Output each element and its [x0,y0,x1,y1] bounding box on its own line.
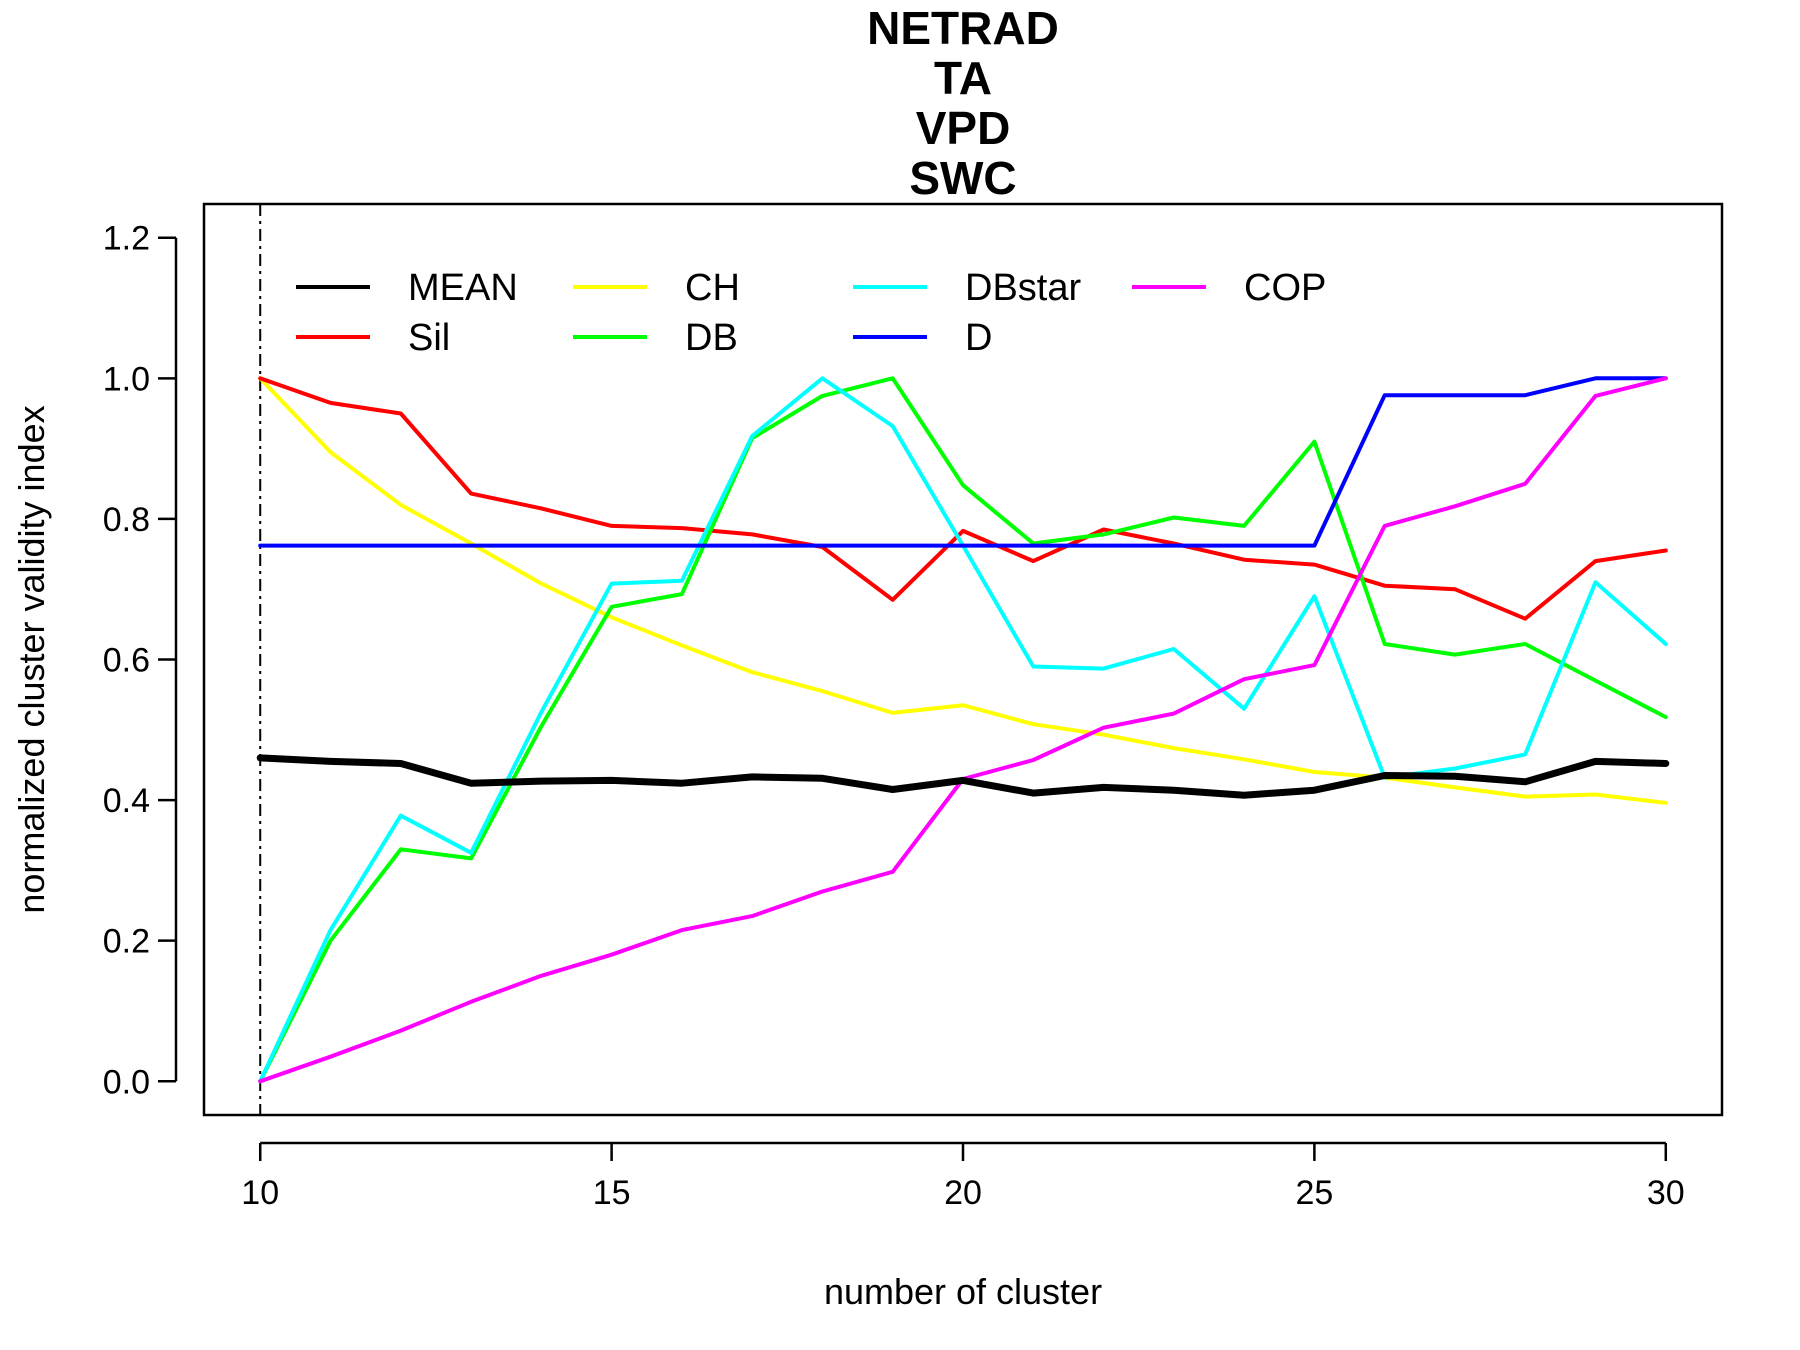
series-line-d [258,376,1668,548]
x-axis-title: number of cluster [824,1271,1102,1312]
series-line-ch [258,376,1668,805]
legend-label: COP [1244,267,1326,309]
y-tick-label: 1.2 [103,220,150,258]
series-line-sil [258,376,1668,621]
series-line-mean [256,754,1670,799]
legend-label: DB [685,317,738,359]
legend-label: D [965,317,992,359]
x-axis: 10 15 20 25 30 [241,1141,1685,1212]
legend: MEAN Sil CH DB DBstar D COP [296,267,1326,359]
x-tick-label: 10 [241,1174,279,1212]
title-line: VPD [916,102,1011,154]
y-tick-label: 0.2 [103,923,150,961]
legend-label: Sil [408,317,450,359]
y-axis-title: normalized cluster validity index [11,405,52,913]
series-lines [256,376,1670,1084]
x-tick-label: 30 [1647,1174,1685,1212]
legend-label: MEAN [408,267,518,309]
x-tick-label: 20 [944,1174,982,1212]
y-tick-label: 0.4 [103,782,150,820]
title-line: NETRAD [867,2,1059,54]
x-tick-label: 15 [593,1174,631,1212]
plot-frame [202,202,1724,1117]
legend-label: DBstar [965,267,1081,309]
x-tick-label: 25 [1295,1174,1333,1212]
legend-item-dbstar: DBstar [853,267,1081,309]
y-tick-label: 0.8 [103,501,150,539]
title-line: SWC [909,152,1016,204]
series-line-db [258,376,1668,1084]
legend-item-d: D [853,317,992,359]
y-axis: 0.0 0.2 0.4 0.6 0.8 1.0 1.2 [103,220,178,1101]
y-tick-label: 0.6 [103,642,150,680]
title-line: TA [934,52,992,104]
legend-item-db: DB [573,317,738,359]
legend-item-sil: Sil [296,317,450,359]
legend-item-cop: COP [1132,267,1326,309]
y-tick-label: 0.0 [103,1063,150,1101]
legend-label: CH [685,267,740,309]
legend-item-ch: CH [573,267,740,309]
legend-item-mean: MEAN [296,267,518,309]
y-tick-label: 1.0 [103,360,150,398]
